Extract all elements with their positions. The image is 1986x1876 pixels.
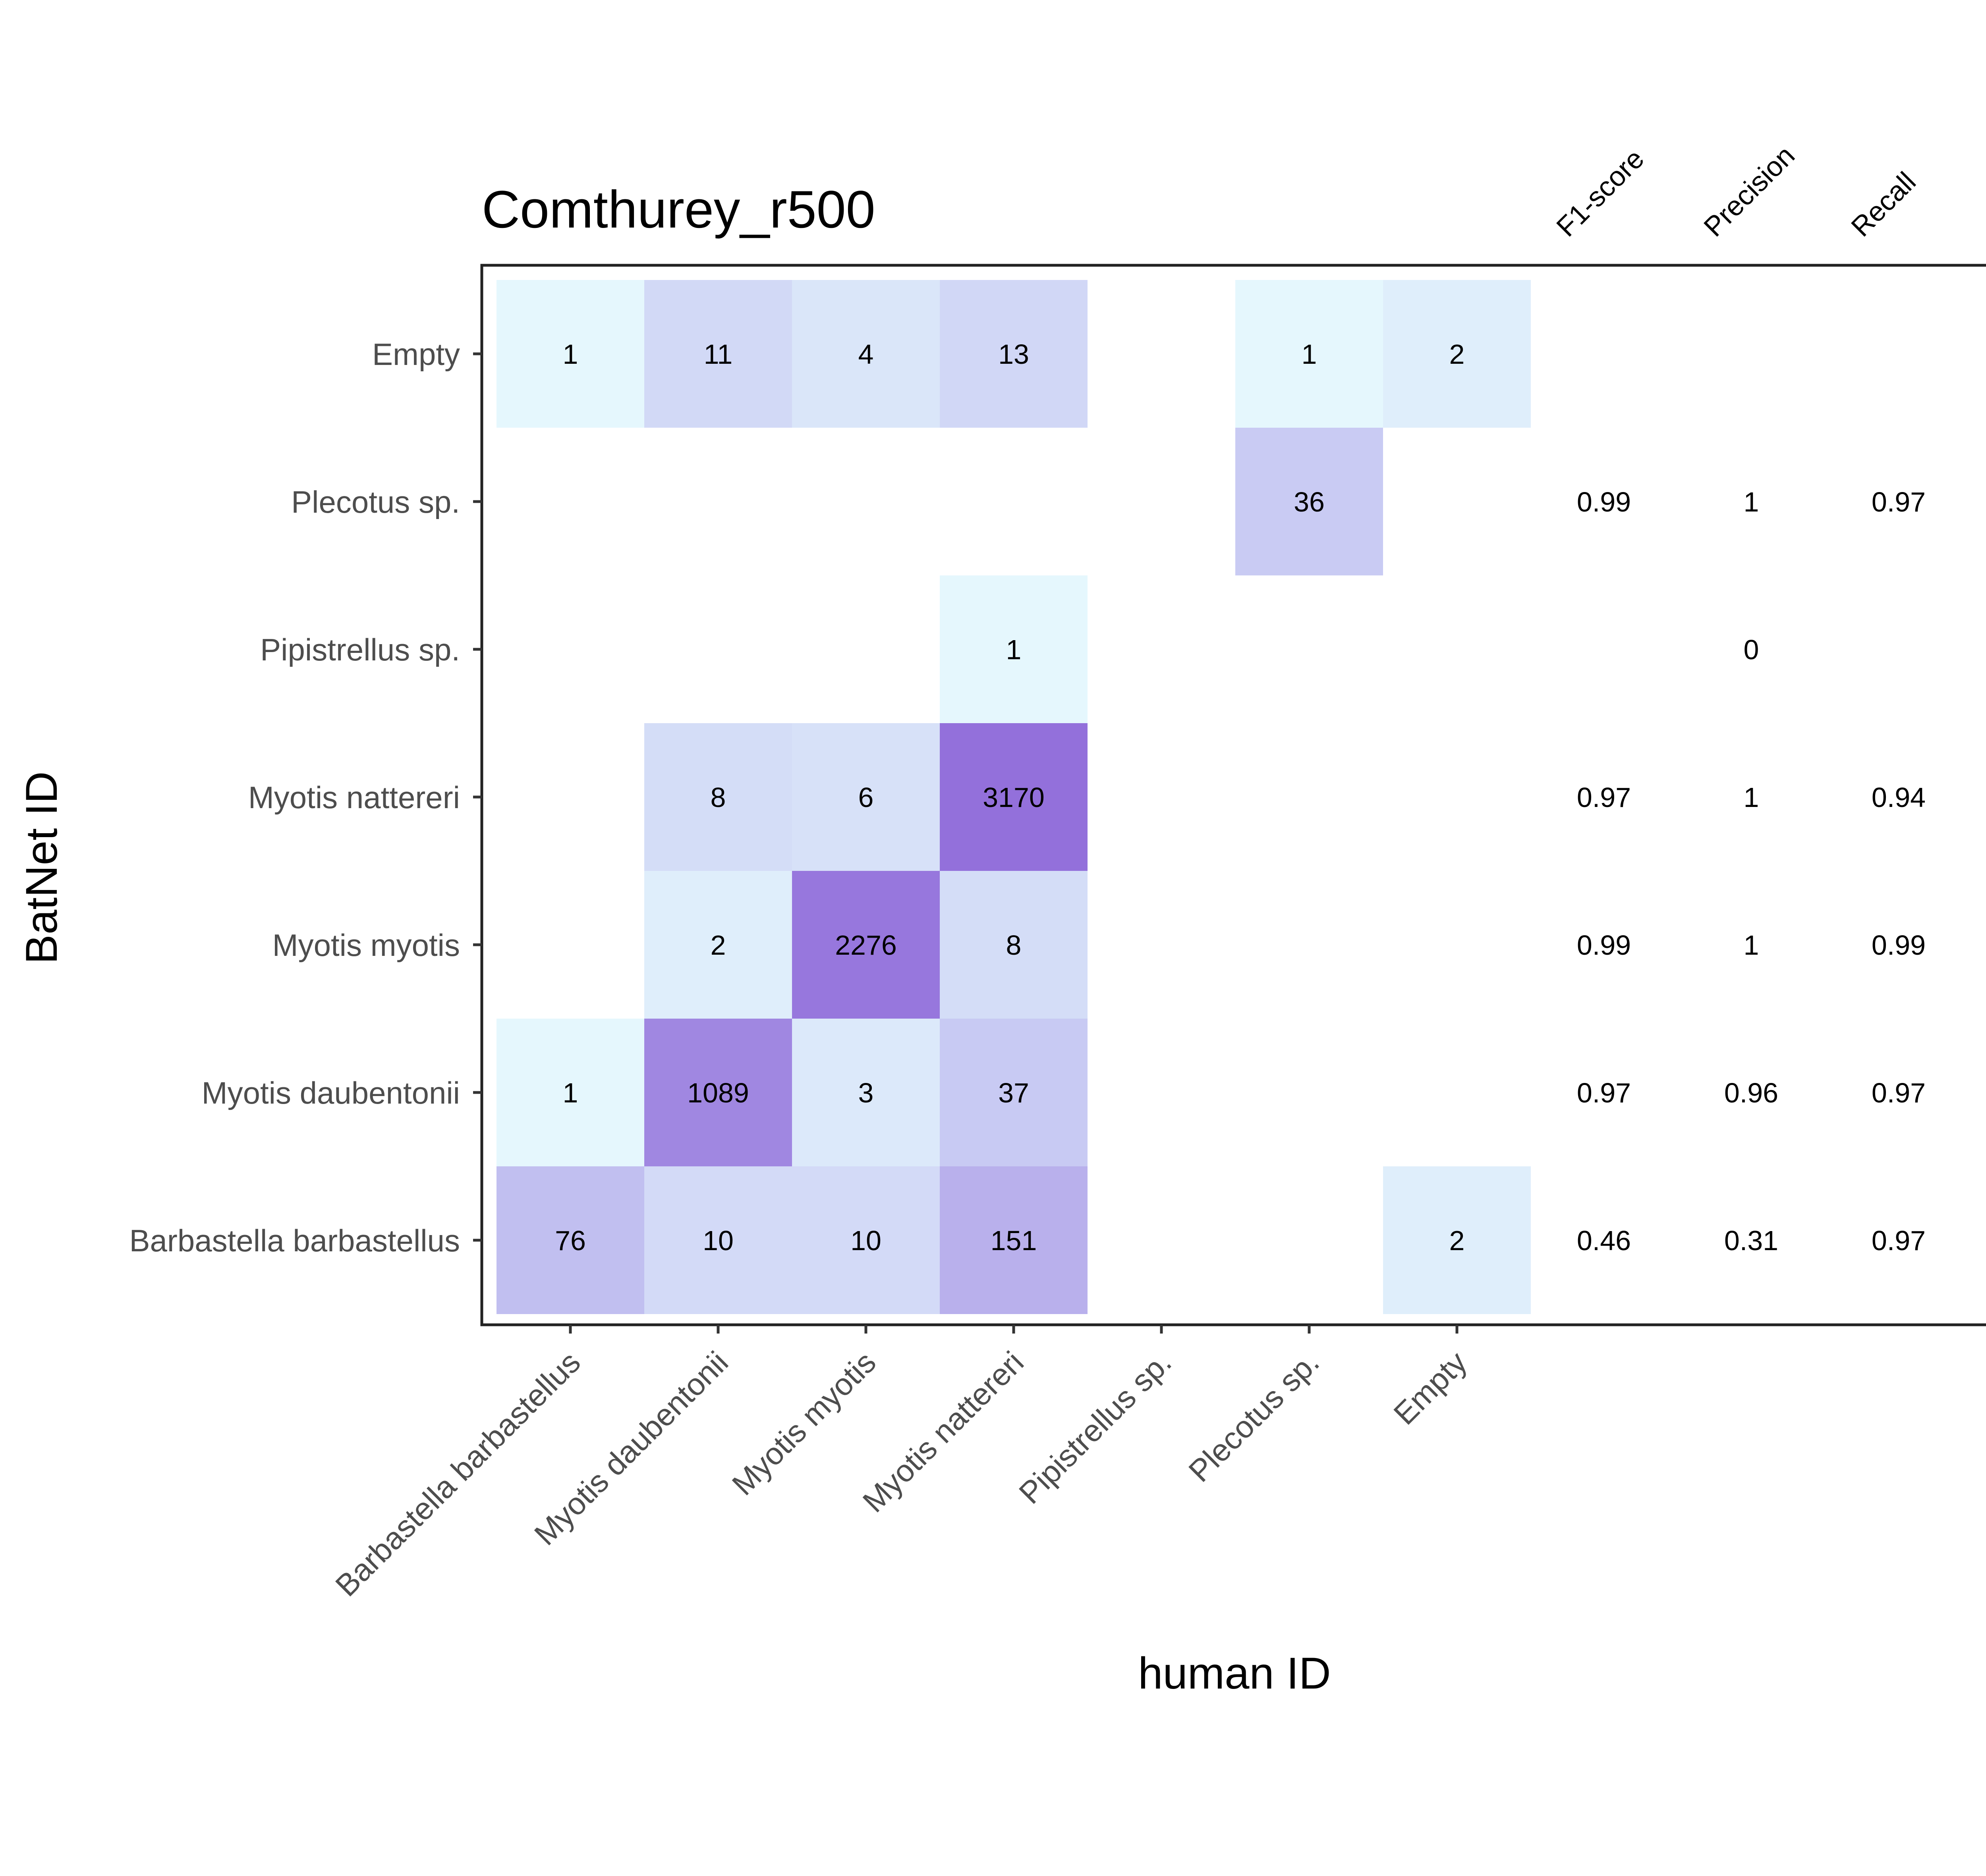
y-tick-label: Myotis nattereri: [248, 780, 460, 815]
cell-value-label: 8: [1006, 930, 1022, 961]
heatmap-cell: [940, 280, 1088, 428]
cell-value-label: 1: [563, 1077, 578, 1108]
cell-value-label: 151: [991, 1225, 1037, 1256]
heatmap-cell: [496, 280, 644, 428]
metric-value: 0.97: [1872, 486, 1926, 517]
cell-value-label: 36: [1294, 486, 1325, 517]
y-axis-title: BatNet ID: [17, 771, 66, 964]
heatmap-cell: [644, 1019, 792, 1166]
cell-value-label: 1: [1302, 339, 1317, 370]
cell-value-label: 6: [858, 782, 874, 813]
heatmap-cell: [644, 723, 792, 871]
heatmap-cell: [1383, 1166, 1531, 1314]
metric-value: 0.97: [1872, 1225, 1926, 1256]
metric-value: 1: [1744, 930, 1759, 961]
metric-value: 1: [1744, 486, 1759, 517]
cell-value-label: 3170: [983, 782, 1045, 813]
heatmap-cell: [792, 280, 940, 428]
x-axis-title: human ID: [1138, 1648, 1331, 1698]
cell-value-label: 1089: [687, 1077, 749, 1108]
metric-value: 0.99: [1872, 930, 1926, 961]
cell-value-label: 2: [1449, 1225, 1465, 1256]
metric-value: 0.99: [1577, 930, 1631, 961]
y-tick-label: Pipistrellus sp.: [260, 632, 460, 667]
cell-value-label: 1: [1006, 634, 1022, 665]
cell-value-label: 2276: [835, 930, 897, 961]
heatmap-cell: [644, 871, 792, 1019]
heatmap-cell: [792, 1166, 940, 1314]
cell-value-label: 4: [858, 339, 874, 370]
heatmap-cell: [792, 1019, 940, 1166]
metric-value: 0: [1744, 634, 1759, 665]
cell-value-label: 2: [1449, 339, 1465, 370]
heatmap-cell: [940, 575, 1088, 723]
heatmap-cell: [1235, 280, 1383, 428]
metric-value: 0.99: [1577, 486, 1631, 517]
y-tick-label: Empty: [372, 337, 460, 372]
y-axis: Empty Plecotus sp. Pipistrellus sp. Myotis …: [129, 337, 482, 1258]
cell-value-label: 11: [704, 339, 733, 370]
plot-panel-border: [480, 264, 1986, 1326]
cell-value-label: 37: [998, 1077, 1029, 1108]
chart-title: Comthurey_r500: [482, 180, 875, 239]
heatmap-cell: [792, 723, 940, 871]
cell-value-label: 76: [555, 1225, 586, 1256]
metric-value: 1: [1744, 782, 1759, 813]
cell-value-label: 2: [711, 930, 726, 961]
heatmap-cell: [792, 871, 940, 1019]
heatmap-cell: [644, 1166, 792, 1314]
heatmap-cell: [940, 1166, 1088, 1314]
cell-value-label: 8: [711, 782, 726, 813]
heatmap-cell: [940, 1019, 1088, 1166]
metric-value: 0.97: [1872, 1077, 1926, 1108]
metric-value: 0.94: [1872, 782, 1926, 813]
heatmap-cell: [940, 871, 1088, 1019]
cell-value-label: 1: [563, 339, 578, 370]
metric-value: 0.96: [1724, 1077, 1778, 1108]
cell-value-label: 13: [998, 339, 1029, 370]
y-tick-label: Barbastella barbastellus: [129, 1223, 460, 1258]
y-tick-label: Myotis myotis: [272, 928, 460, 963]
heatmap-cell: [496, 1166, 644, 1314]
heatmap-cell: [1235, 428, 1383, 575]
y-tick-label: Plecotus sp.: [291, 484, 460, 519]
y-tick-label: Myotis daubentonii: [202, 1075, 460, 1110]
metric-value: 0.31: [1724, 1225, 1778, 1256]
metric-value: 0.46: [1577, 1225, 1631, 1256]
heatmap-cell: [644, 280, 792, 428]
metric-value: 0.97: [1577, 1077, 1631, 1108]
cell-value-label: 10: [850, 1225, 881, 1256]
heatmap-cell: [1383, 280, 1531, 428]
metric-value: 0.97: [1577, 782, 1631, 813]
heatmap-cell: [496, 1019, 644, 1166]
cell-value-label: 10: [703, 1225, 734, 1256]
cell-value-label: 3: [858, 1077, 874, 1108]
heatmap-cell: [940, 723, 1088, 871]
